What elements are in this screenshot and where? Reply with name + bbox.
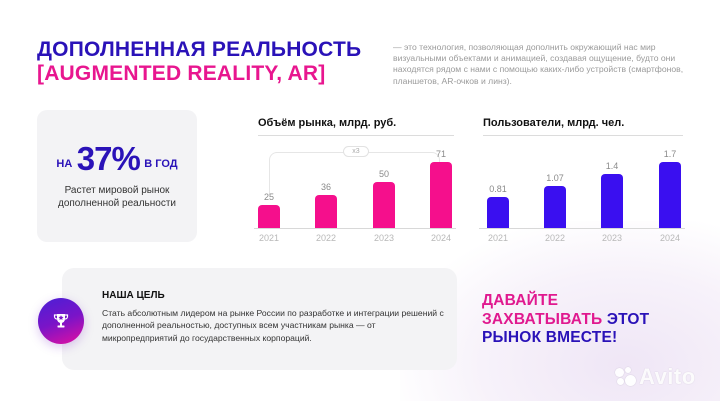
stat-prefix: НА <box>56 158 73 170</box>
stat-caption: Растет мировой рынок дополненной реально… <box>37 184 197 210</box>
avito-logo-icon <box>615 367 637 387</box>
bar-value-label: 1.07 <box>546 173 564 183</box>
chart-title: Объём рынка, млрд. руб. <box>258 117 397 129</box>
avito-watermark: Avito <box>615 364 696 390</box>
trophy-icon <box>38 298 84 344</box>
x-tick-label: 2023 <box>601 233 623 243</box>
x-tick-label: 2024 <box>430 233 452 243</box>
stat-value: 37% <box>76 140 141 177</box>
cta-part-4: РЫНОК ВМЕСТЕ! <box>482 329 618 346</box>
page-title: ДОПОЛНЕННАЯ РЕАЛЬНОСТЬ [AUGMENTED REALIT… <box>37 38 361 86</box>
bar-2021 <box>258 205 280 228</box>
goal-card <box>62 268 457 370</box>
x-tick-label: 2021 <box>487 233 509 243</box>
x-tick-label: 2024 <box>659 233 681 243</box>
bar-2024 <box>430 162 452 228</box>
users-chart: Пользователи, млрд. чел. 0.81 2021 1.07 202… <box>479 117 699 247</box>
growth-stat: НА 37% В ГОД <box>37 140 197 178</box>
cta-part-1: ДАВАЙТЕ <box>482 292 559 309</box>
x-axis-line <box>254 228 456 229</box>
x-tick-label: 2022 <box>315 233 337 243</box>
bar-value-label: 36 <box>320 182 331 192</box>
x-tick-label: 2022 <box>544 233 566 243</box>
title-line-1: ДОПОЛНЕННАЯ РЕАЛЬНОСТЬ <box>37 38 362 61</box>
bar-value-label: 25 <box>263 192 274 202</box>
bar-2022 <box>544 186 566 228</box>
bar-2023 <box>601 174 623 228</box>
goal-title: НАША ЦЕЛЬ <box>102 290 165 301</box>
stat-caption-line-1: Растет мировой рынок <box>64 185 170 196</box>
definition-text: — это технология, позволяющая дополнить … <box>393 42 684 86</box>
market-volume-chart: Объём рынка, млрд. руб. x3 25 2021 36 2022 5… <box>254 117 456 247</box>
chart-title: Пользователи, млрд. чел. <box>483 117 625 129</box>
x-tick-label: 2023 <box>373 233 395 243</box>
bar-value-label: 1.4 <box>605 161 619 171</box>
title-line-2: [AUGMENTED REALITY, AR] <box>37 62 326 85</box>
x-axis-line <box>479 228 685 229</box>
growth-stat-card: НА 37% В ГОД Растет мировой рынок дополн… <box>37 110 197 242</box>
chart-title-divider <box>483 135 683 136</box>
bar-2024 <box>659 162 681 228</box>
bar-value-label: 1.7 <box>663 149 677 159</box>
growth-multiplier-badge: x3 <box>343 146 369 157</box>
bar-2023 <box>373 182 395 228</box>
stat-suffix: В ГОД <box>144 158 178 170</box>
x-tick-label: 2021 <box>258 233 280 243</box>
avito-text: Avito <box>639 364 696 389</box>
bar-value-label: 71 <box>435 149 446 159</box>
bar-2022 <box>315 195 337 228</box>
bar-value-label: 0.81 <box>489 184 507 194</box>
cta-part-2: ЗАХВАТЫВАТЬ <box>482 310 603 328</box>
chart-title-divider <box>258 135 454 136</box>
growth-bracket <box>269 152 440 195</box>
bar-2021 <box>487 197 509 228</box>
cta-part-3: ЭТОТ <box>606 310 650 328</box>
goal-text: Стать абсолютным лидером на рынке России… <box>102 308 444 343</box>
call-to-action: ДАВАЙТЕ ЗАХВАТЫВАТЬ ЭТОТ РЫНОК ВМЕСТЕ! <box>482 292 649 348</box>
stat-caption-line-2: дополненной реальности <box>57 198 177 209</box>
bar-value-label: 50 <box>378 169 389 179</box>
